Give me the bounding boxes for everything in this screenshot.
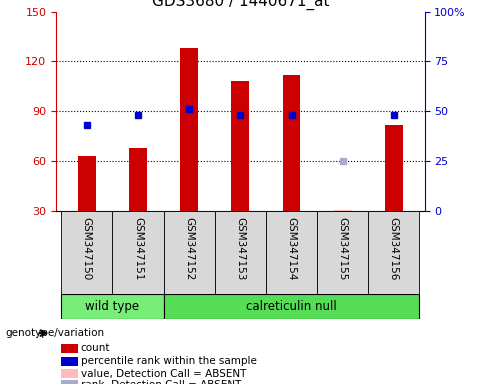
- Text: genotype/variation: genotype/variation: [5, 328, 104, 338]
- Bar: [283, 75, 301, 211]
- Bar: [231, 81, 249, 211]
- Bar: [163, 211, 215, 294]
- Bar: [78, 156, 96, 211]
- Text: GSM347154: GSM347154: [286, 217, 297, 280]
- Text: GSM347153: GSM347153: [235, 217, 245, 280]
- Bar: [163, 294, 420, 319]
- Bar: [334, 210, 352, 211]
- Bar: [61, 344, 78, 353]
- Bar: [61, 380, 78, 384]
- Bar: [61, 357, 78, 366]
- Text: calreticulin null: calreticulin null: [246, 300, 337, 313]
- Bar: [215, 211, 266, 294]
- Bar: [112, 211, 163, 294]
- Bar: [129, 148, 147, 211]
- Text: GSM347152: GSM347152: [184, 217, 194, 280]
- Bar: [61, 211, 112, 294]
- Text: percentile rank within the sample: percentile rank within the sample: [81, 356, 256, 366]
- Text: GSM347155: GSM347155: [338, 217, 347, 280]
- Text: GSM347151: GSM347151: [133, 217, 143, 280]
- Bar: [61, 294, 163, 319]
- Text: GSM347150: GSM347150: [82, 217, 92, 280]
- Text: count: count: [81, 343, 110, 353]
- Bar: [317, 211, 368, 294]
- Text: value, Detection Call = ABSENT: value, Detection Call = ABSENT: [81, 369, 246, 379]
- Text: GSM347156: GSM347156: [389, 217, 399, 280]
- Text: wild type: wild type: [85, 300, 140, 313]
- Text: rank, Detection Call = ABSENT: rank, Detection Call = ABSENT: [81, 380, 241, 384]
- Title: GDS3680 / 1440671_at: GDS3680 / 1440671_at: [152, 0, 329, 10]
- Bar: [180, 48, 198, 211]
- Bar: [61, 369, 78, 378]
- Bar: [368, 211, 420, 294]
- Bar: [266, 211, 317, 294]
- Bar: [385, 125, 403, 211]
